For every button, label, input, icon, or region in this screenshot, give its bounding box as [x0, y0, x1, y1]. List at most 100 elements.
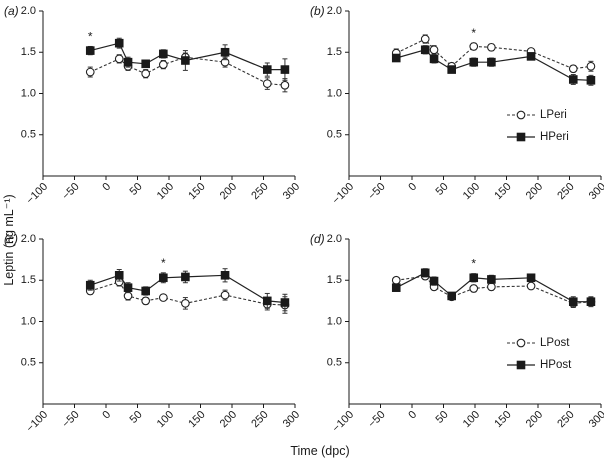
y-tick-label: 2.0 [21, 5, 36, 17]
x-tick-label: 0 [100, 181, 113, 194]
x-tick-label: −50 [366, 181, 388, 203]
x-tick-label: 300 [281, 181, 302, 202]
data-point-filled-square [262, 65, 272, 74]
y-axis-title: Leptin (ng mL⁻¹) [2, 194, 16, 285]
x-tick-label: 200 [524, 181, 545, 202]
data-point-open-circle [158, 293, 168, 302]
data-point-filled-square [123, 57, 133, 67]
data-point-filled-square [420, 268, 430, 278]
data-point-open-circle [220, 290, 230, 300]
data-point-open-circle [141, 296, 151, 306]
y-tick-label: 2.0 [21, 233, 36, 245]
series-hperi [391, 45, 596, 86]
data-point-filled-square [262, 296, 272, 306]
data-point-open-circle [420, 34, 430, 44]
data-point-filled-square [586, 297, 596, 306]
data-point-filled-square [469, 57, 479, 67]
y-tick-label: 0.5 [327, 357, 342, 369]
series-hperi [85, 37, 290, 81]
chart-panel-2: (b) 0.5 1.0 1.5 2.0 −100 −50 0 50 100 150 200 250 300… [310, 4, 604, 207]
y-tick-label: 0.5 [327, 129, 342, 141]
data-point-open-circle [487, 282, 496, 292]
y-tick-label: 1.5 [327, 274, 342, 286]
panel-label: (a) [4, 4, 19, 18]
legend-label: HPeri [540, 131, 569, 143]
data-point-filled-square [487, 275, 496, 284]
x-tick-label: 0 [406, 181, 419, 194]
x-tick-label: −100 [24, 409, 50, 435]
data-point-open-circle [526, 281, 536, 291]
data-point-filled-square [114, 38, 124, 48]
data-point-open-circle [487, 42, 496, 52]
x-tick-label: 250 [249, 409, 270, 430]
data-point-filled-square [85, 280, 95, 290]
y-tick-label: 2.0 [327, 233, 342, 245]
x-tick-label: 100 [155, 181, 176, 202]
x-tick-label: −50 [60, 181, 82, 203]
legend-marker-open-circle [516, 338, 526, 348]
data-point-open-circle [85, 67, 95, 77]
x-tick-label: 300 [587, 181, 604, 202]
x-axis-title: Time (dpc) [290, 444, 349, 458]
panels-group: (a) 0.5 1.0 1.5 2.0 −100 −50 0 50 100 150 200 250 300… [4, 4, 604, 435]
legend-label: LPost [540, 337, 570, 349]
legend-marker-filled-square [516, 132, 526, 142]
data-point-filled-square [159, 273, 168, 283]
data-point-open-circle [586, 61, 596, 71]
data-point-filled-square [220, 271, 230, 280]
x-tick-label: 100 [461, 181, 482, 202]
data-point-open-circle [141, 69, 151, 79]
x-tick-label: −100 [330, 181, 356, 207]
y-tick-label: 1.0 [21, 315, 36, 327]
y-tick-label: 1.0 [327, 87, 342, 99]
data-point-open-circle [469, 42, 479, 51]
data-point-open-circle [280, 80, 290, 90]
data-point-filled-square [391, 53, 401, 63]
legend-item-lpost: LPost [507, 337, 570, 349]
series-line [396, 38, 591, 70]
x-tick-label: 0 [100, 409, 113, 422]
x-tick-label: 50 [128, 409, 145, 426]
x-tick-label: 200 [218, 181, 239, 202]
data-point-open-circle [469, 284, 479, 293]
panel-label: (b) [310, 4, 325, 18]
data-point-filled-square [141, 286, 150, 296]
x-tick-label: 150 [492, 181, 513, 202]
data-point-open-circle [429, 45, 439, 55]
series-lperi [391, 34, 596, 74]
data-point-filled-square [280, 298, 290, 307]
data-point-open-circle [114, 54, 124, 64]
panel-label: (c) [4, 232, 18, 246]
x-tick-label: 200 [218, 409, 239, 430]
y-tick-label: 1.0 [327, 315, 342, 327]
data-point-filled-square [85, 46, 95, 55]
x-tick-label: 50 [128, 181, 145, 198]
legend-item-hperi: HPeri [507, 131, 569, 143]
x-tick-label: 300 [587, 409, 604, 430]
data-point-filled-square [447, 291, 456, 301]
data-point-filled-square [114, 271, 124, 280]
significance-marker: * [471, 257, 476, 271]
y-tick-label: 1.0 [21, 87, 36, 99]
data-point-filled-square [159, 49, 168, 59]
data-point-filled-square [487, 57, 496, 67]
data-point-open-circle [568, 64, 578, 74]
data-point-open-circle [391, 275, 401, 285]
data-point-filled-square [469, 273, 479, 283]
significance-marker: * [471, 26, 476, 40]
x-tick-label: 300 [281, 409, 302, 430]
y-tick-label: 1.5 [21, 46, 36, 58]
data-point-filled-square [568, 75, 578, 84]
data-point-open-circle [123, 291, 133, 301]
legend-marker-open-circle [516, 110, 526, 120]
data-point-filled-square [526, 52, 536, 61]
panel-label: (d) [310, 232, 325, 246]
data-point-filled-square [429, 54, 439, 64]
y-tick-label: 1.5 [327, 46, 342, 58]
data-point-filled-square [391, 283, 401, 292]
x-tick-label: 200 [524, 409, 545, 430]
data-point-filled-square [586, 76, 596, 85]
x-tick-label: −100 [330, 409, 356, 435]
y-tick-label: 2.0 [327, 5, 342, 17]
